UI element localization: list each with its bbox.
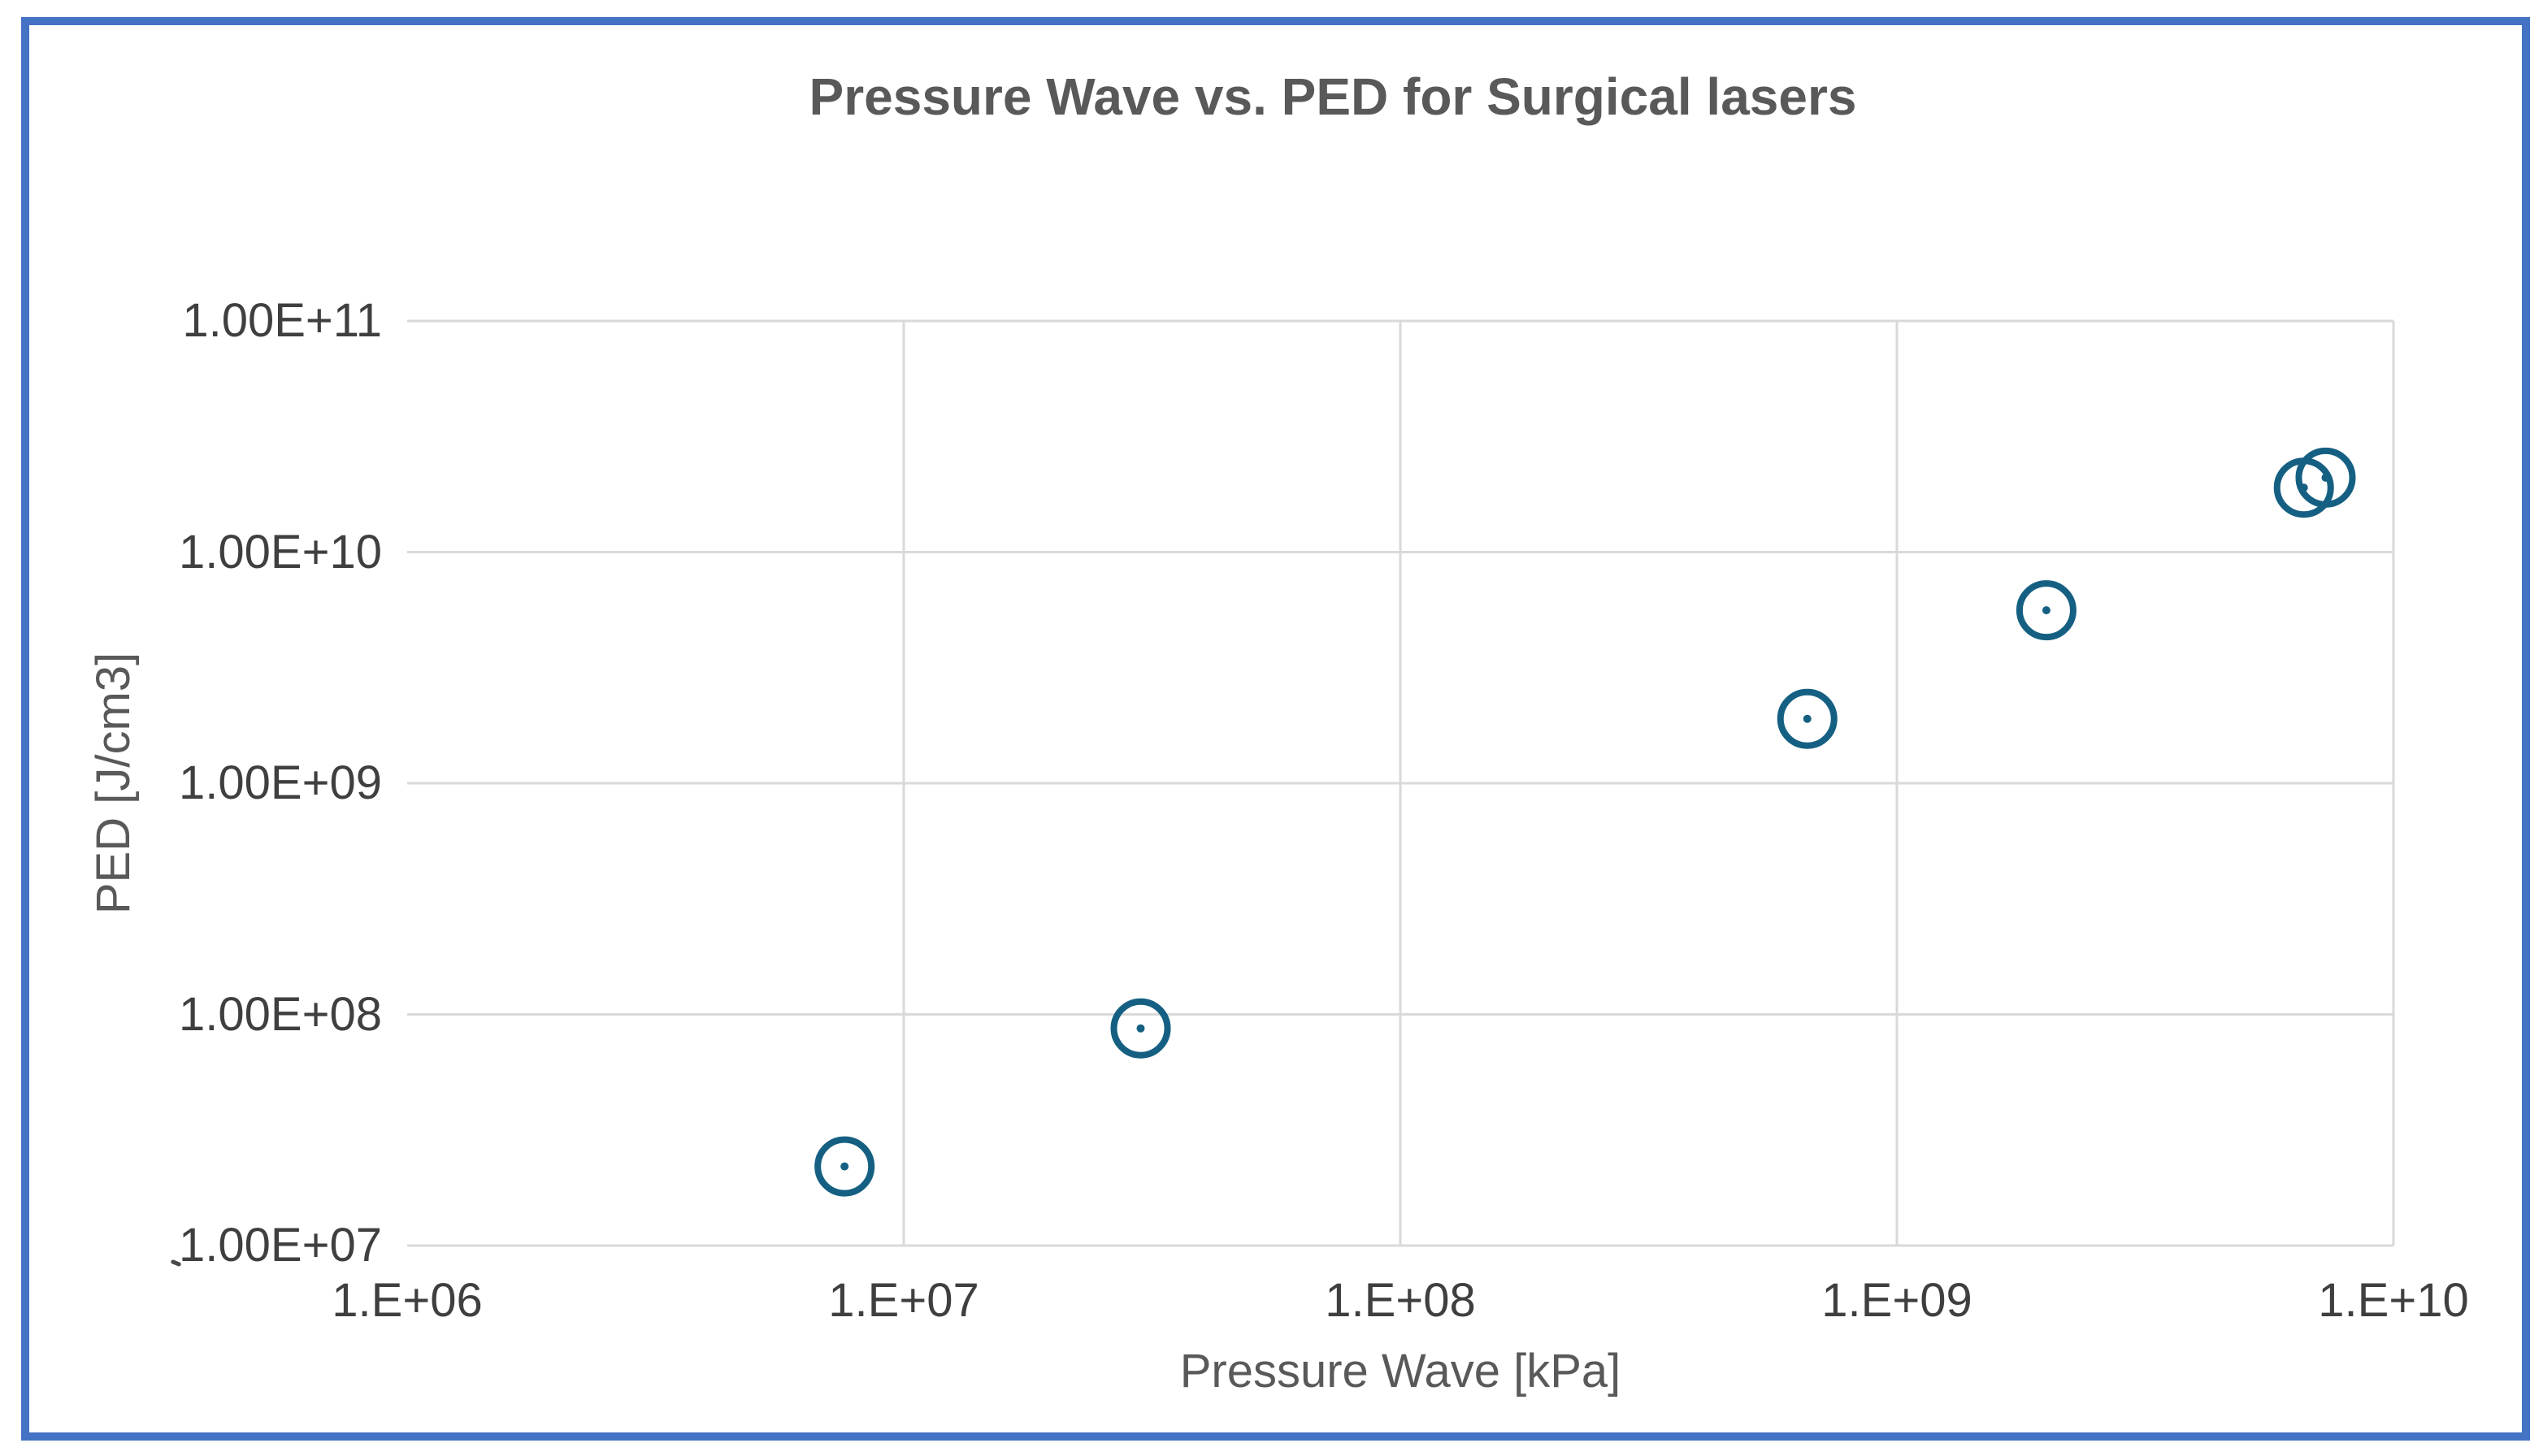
y-tick-label: 1.00E+09: [179, 756, 382, 809]
y-tick-label: 1.00E+11: [182, 294, 382, 347]
marker-center-dot-icon: [840, 1162, 849, 1171]
y-tick-label: 1.00E+07: [179, 1219, 382, 1272]
chart-title: Pressure Wave vs. PED for Surgical laser…: [809, 67, 1857, 126]
x-tick-label: 1.E+09: [1821, 1274, 1972, 1327]
x-tick-label: 1.E+06: [332, 1274, 483, 1327]
marker-center-dot-icon: [1136, 1024, 1145, 1033]
y-tick-label: 1.00E+08: [179, 987, 382, 1041]
marker-center-dot-icon: [2042, 606, 2050, 615]
marker-circle-icon: [2016, 580, 2076, 641]
marker-circle-icon: [1777, 688, 1838, 749]
figure-border: [21, 17, 2530, 1441]
data-point-marker: [2016, 580, 2076, 641]
data-point-marker: [1110, 998, 1171, 1059]
x-tick-label: 1.E+08: [1325, 1274, 1476, 1327]
marker-circle-icon: [2295, 447, 2356, 508]
y-tick-label: 1.00E+10: [179, 525, 382, 578]
marker-circle-icon: [814, 1136, 875, 1197]
marker-center-dot-icon: [2321, 473, 2330, 482]
data-point-marker: [814, 1136, 875, 1197]
data-point-marker: [2295, 447, 2356, 508]
x-tick-label: 1.E+07: [828, 1274, 979, 1327]
x-tick-label: 1.E+10: [2318, 1274, 2469, 1327]
marker-circle-icon: [1110, 998, 1171, 1059]
marker-center-dot-icon: [1803, 714, 1812, 723]
data-point-marker: [1777, 688, 1838, 749]
x-axis-title: Pressure Wave [kPa]: [1179, 1345, 1621, 1398]
